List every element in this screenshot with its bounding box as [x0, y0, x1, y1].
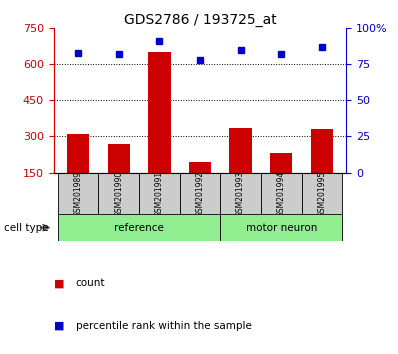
Text: GSM201994: GSM201994 — [277, 170, 286, 217]
Title: GDS2786 / 193725_at: GDS2786 / 193725_at — [124, 13, 276, 27]
Bar — [67, 134, 89, 172]
Bar — [261, 172, 302, 215]
Bar — [139, 172, 179, 215]
Text: ■: ■ — [54, 278, 64, 288]
Text: GSM201993: GSM201993 — [236, 170, 245, 217]
Text: GSM201991: GSM201991 — [155, 171, 164, 217]
Bar — [220, 215, 342, 241]
Bar — [302, 172, 342, 215]
Bar — [107, 144, 130, 172]
Bar — [230, 128, 252, 172]
Text: reference: reference — [114, 223, 164, 233]
Text: GSM201990: GSM201990 — [114, 170, 123, 217]
Text: GSM201992: GSM201992 — [195, 171, 205, 217]
Bar — [98, 172, 139, 215]
Bar — [189, 162, 211, 172]
Text: count: count — [76, 278, 105, 288]
Text: ■: ■ — [54, 321, 64, 331]
Text: cell type: cell type — [4, 223, 49, 233]
Bar — [270, 153, 293, 172]
Bar — [311, 129, 333, 172]
Bar — [58, 172, 98, 215]
Text: motor neuron: motor neuron — [246, 223, 317, 233]
Text: GSM201995: GSM201995 — [317, 170, 326, 217]
Bar — [148, 52, 170, 172]
Bar — [179, 172, 220, 215]
Bar — [220, 172, 261, 215]
Text: GSM201989: GSM201989 — [74, 171, 83, 217]
Text: percentile rank within the sample: percentile rank within the sample — [76, 321, 252, 331]
Bar — [58, 215, 220, 241]
